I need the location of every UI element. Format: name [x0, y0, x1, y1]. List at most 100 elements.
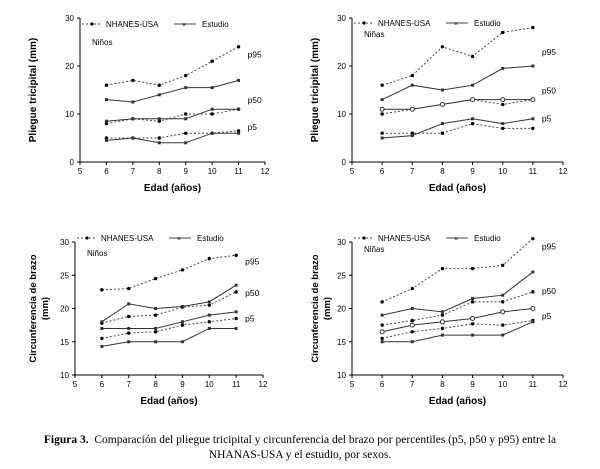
chart4-series-nhanes-p50-line — [382, 291, 534, 326]
chart2-x-tick-label: 10 — [498, 167, 507, 176]
caption-text: Comparación del pliegue tricipital y cir… — [94, 434, 557, 461]
chart1-point-nhanes-p95 — [157, 83, 161, 87]
chart3-point-estudio-p50 — [180, 320, 184, 324]
chart2-point-estudio-p50 — [530, 97, 536, 103]
chart2-point-estudio-p50 — [470, 97, 476, 103]
chart3-point-estudio-p95 — [207, 300, 211, 304]
chart2-legend-estudio-label: Estudio — [474, 19, 501, 28]
chart1-point-estudio-p5 — [237, 131, 241, 135]
chart2-point-nhanes-p95 — [440, 45, 445, 49]
chart1-point-estudio-p5 — [210, 131, 214, 135]
chart2-y-tick-label: 30 — [337, 14, 346, 23]
chart4-series-nhanes-p5-line — [382, 319, 533, 339]
chart1-point-nhanes-p50 — [210, 112, 214, 116]
chart2-point-estudio-p50 — [439, 101, 445, 107]
chart1-point-estudio-p50 — [237, 107, 241, 111]
chart4-point-nhanes-p50 — [410, 318, 414, 323]
chart4-point-nhanes-p50 — [470, 300, 475, 304]
chart2-x-tick-label: 8 — [440, 167, 445, 176]
chart4-point-nhanes-p95 — [440, 266, 445, 271]
chart2-y-tick-label: 10 — [337, 110, 346, 119]
chart2-series-nhanes-p95-line — [381, 27, 533, 86]
chart2-point-estudio-p5 — [531, 117, 535, 121]
chart2-x-tick-label: 11 — [529, 167, 538, 176]
chart2-point-estudio-p95 — [501, 66, 505, 70]
chart1-x-tick-label: 10 — [208, 167, 217, 176]
chart3-legend-nhanes-marker — [85, 236, 89, 240]
chart1-point-nhanes-p50 — [104, 121, 109, 126]
chart4-x-tick-label: 12 — [559, 380, 568, 389]
chart4-y-tick-label: 25 — [337, 271, 346, 280]
chart3-point-nhanes-p95 — [234, 253, 238, 257]
chart1-series-estudio-p50-line — [106, 108, 239, 122]
caption-label: Figura 3. — [43, 434, 89, 446]
chart1-point-estudio-p50 — [157, 117, 161, 121]
chart3-legend-estudio-label: Estudio — [197, 234, 224, 243]
chart1-y-tick-label: 10 — [65, 110, 74, 119]
chart4-point-estudio-p50 — [530, 306, 536, 311]
chart2-point-nhanes-p5 — [470, 121, 475, 126]
chart4-point-nhanes-p50 — [501, 300, 505, 304]
chart3-point-nhanes-p50 — [127, 314, 131, 319]
chart4-label-p50: p50 — [542, 286, 556, 296]
chart4-point-nhanes-p5 — [410, 330, 414, 334]
chart3-x-tick-label: 11 — [232, 380, 241, 389]
chart4-x-tick-label: 5 — [350, 380, 355, 389]
chart2-point-estudio-p5 — [440, 122, 444, 126]
chart2-point-estudio-p50 — [409, 106, 415, 112]
chart2-point-estudio-p5 — [380, 136, 384, 140]
chart4-x-tick-label: 9 — [470, 380, 475, 389]
chart3-point-nhanes-p95 — [127, 286, 131, 291]
chart4-y-axis-title: Circunferencia de brazo — [310, 254, 321, 362]
chart1-y-tick-label: 20 — [65, 62, 74, 71]
chart3-series-nhanes-p95-line — [101, 254, 237, 291]
chart2-point-estudio-p50 — [500, 97, 506, 103]
chart2-x-axis-title: Edad (años) — [429, 183, 486, 194]
chart3-point-nhanes-p50 — [234, 290, 238, 294]
chart3-y-tick-label: 15 — [60, 338, 69, 347]
chart4-point-estudio-p50 — [409, 322, 415, 328]
chart1-point-nhanes-p5 — [104, 136, 109, 140]
chart3-series-nhanes-p5-line — [101, 317, 237, 339]
chart4-point-estudio-p95 — [531, 270, 535, 274]
chart4-legend-estudio-marker: × — [454, 236, 458, 243]
chart3-x-tick-label: 5 — [73, 380, 78, 389]
chart2-legend-nhanes-marker — [362, 21, 366, 25]
chart3-legend-estudio-marker: × — [177, 236, 181, 243]
chart3-point-estudio-p95 — [127, 302, 131, 306]
chart2-point-estudio-p5 — [501, 122, 505, 126]
chart3-label-p95: p95 — [245, 256, 259, 266]
chart1-point-estudio-p95 — [157, 93, 161, 97]
chart4-x-axis-title: Edad (años) — [429, 396, 486, 407]
chart1-point-estudio-p5 — [157, 141, 161, 145]
chart1-x-tick-label: 12 — [261, 167, 270, 176]
chart1-point-nhanes-p50 — [184, 112, 188, 116]
chart4-point-nhanes-p95 — [501, 263, 505, 267]
chart2-point-estudio-p95 — [410, 83, 414, 87]
chart2-legend-estudio-marker: × — [454, 21, 458, 28]
chart4-y-tick-label: 15 — [337, 338, 346, 347]
chart1-point-estudio-p95 — [104, 98, 108, 102]
chart2-point-estudio-p95 — [531, 64, 535, 68]
chart1-point-nhanes-p5 — [157, 136, 161, 140]
chart1-point-estudio-p95 — [210, 86, 214, 90]
chart1-point-nhanes-p95 — [210, 59, 214, 63]
chart3-point-estudio-p95 — [180, 305, 184, 309]
chart4-x-tick-label: 8 — [440, 380, 445, 389]
chart1-y-axis-title: Pliegue tricipital (mm) — [28, 38, 39, 142]
chart1-point-estudio-p95 — [131, 100, 135, 104]
chart2-point-nhanes-p5 — [410, 131, 414, 135]
chart1-point-nhanes-p95 — [104, 83, 109, 87]
chart2-point-nhanes-p95 — [501, 30, 505, 35]
chart1-label-p50: p50 — [248, 95, 262, 105]
chart3-point-estudio-p50 — [100, 326, 104, 330]
chart2-point-nhanes-p95 — [380, 83, 384, 87]
chart2-series-nhanes-p5-line — [382, 123, 533, 134]
chart2-point-estudio-p95 — [440, 88, 444, 92]
chart1-x-tick-label: 7 — [131, 167, 136, 176]
chart1-x-tick-label: 11 — [234, 167, 243, 176]
chart3-x-tick-label: 9 — [180, 380, 185, 389]
chart3-point-estudio-p5 — [100, 344, 104, 348]
chart4-y-tick-label: 30 — [337, 238, 346, 247]
chart2-point-nhanes-p5 — [380, 131, 384, 135]
